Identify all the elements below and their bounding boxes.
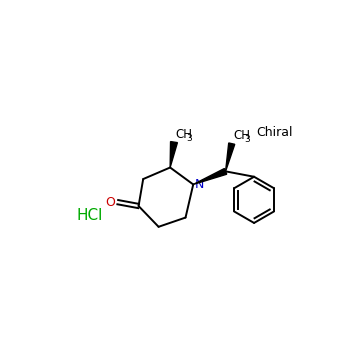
Text: N: N — [195, 178, 204, 191]
Text: HCl: HCl — [77, 208, 103, 223]
Text: 3: 3 — [244, 135, 250, 145]
Text: CH: CH — [176, 127, 192, 141]
Polygon shape — [193, 168, 227, 184]
Text: CH: CH — [233, 129, 250, 142]
Polygon shape — [170, 142, 177, 168]
Text: O: O — [106, 196, 116, 209]
Polygon shape — [226, 143, 235, 172]
Text: Chiral: Chiral — [256, 126, 292, 139]
Text: 3: 3 — [186, 134, 192, 143]
